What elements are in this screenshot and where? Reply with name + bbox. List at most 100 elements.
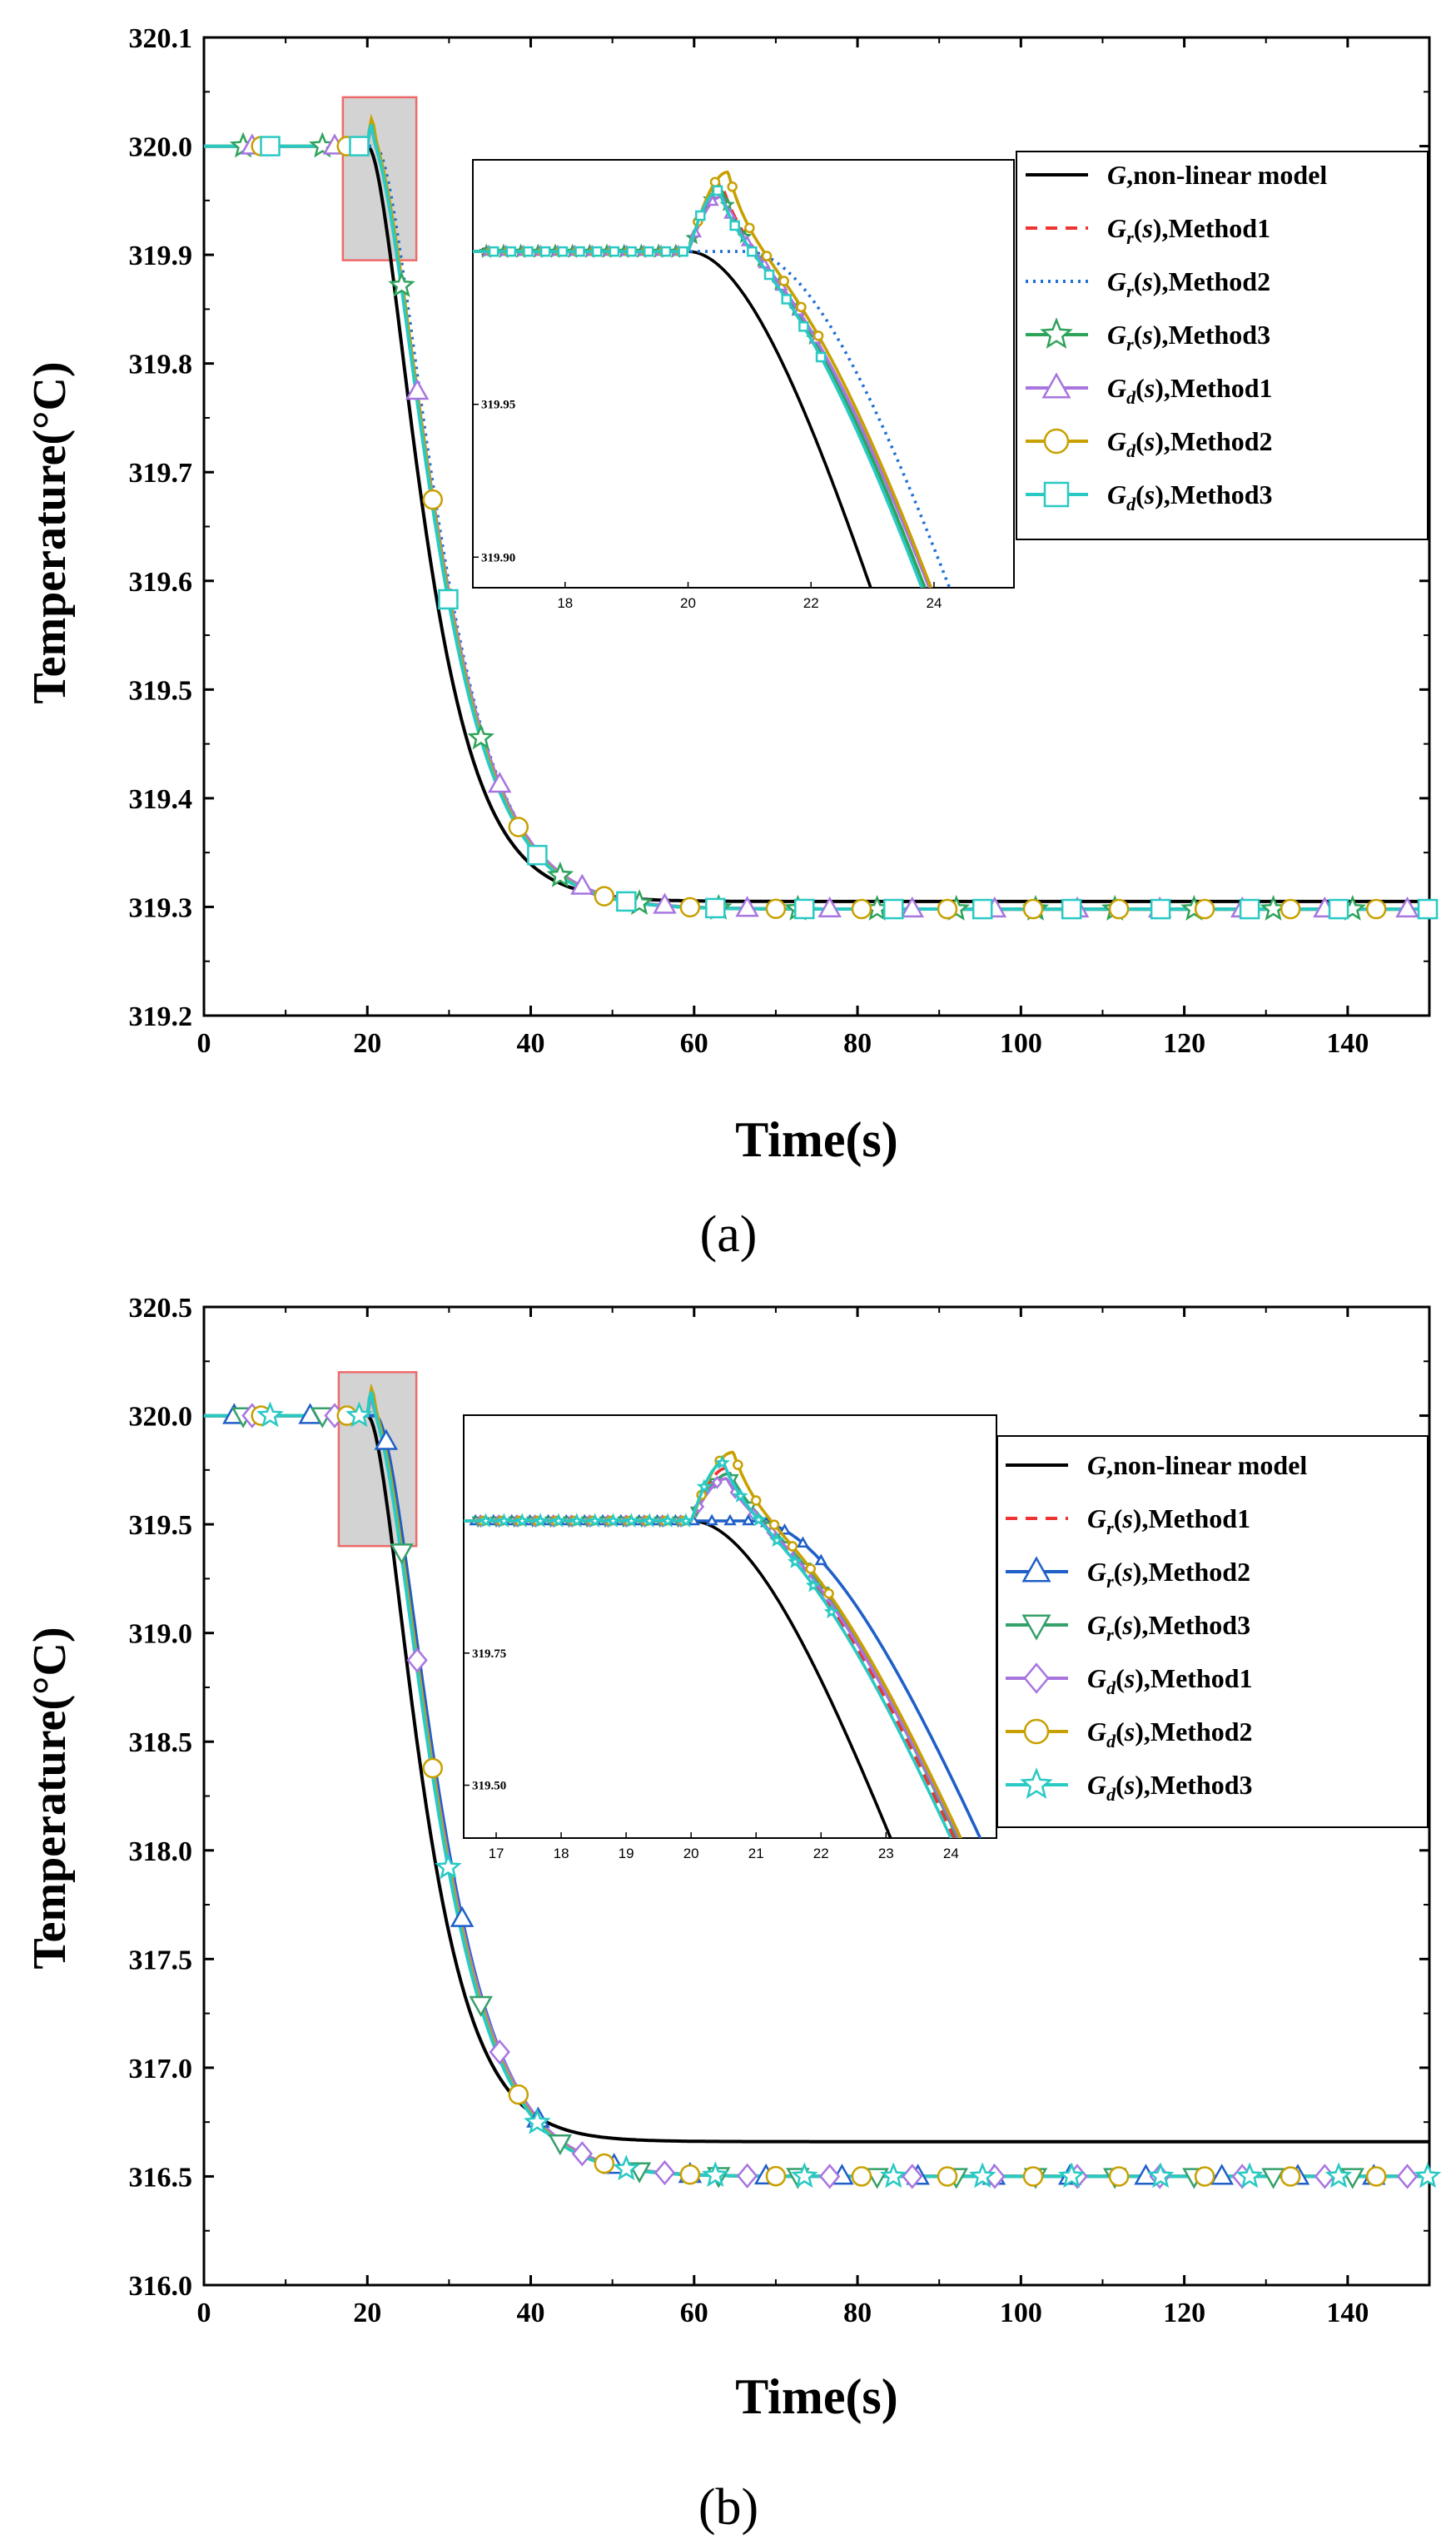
x-tick-label: 140 (1326, 2298, 1369, 2328)
series-marker-5 (653, 2159, 676, 2186)
inset-series-marker-7 (769, 1532, 785, 1548)
series-marker-6 (508, 817, 529, 837)
x-tick-label: 60 (680, 2298, 708, 2328)
legend: G,non-linear model Gr(s),Method1 Gr(s),Met… (1016, 151, 1429, 540)
legend-label-7: Gd(s),Method3 (1087, 1770, 1253, 1805)
inset-series-marker-7 (574, 246, 585, 257)
legend-label-1: G,non-linear model (1107, 160, 1327, 190)
inset-x-tick-label: 20 (683, 1846, 699, 1861)
y-axis-label: Temperature(°C) (24, 361, 76, 703)
y-tick-label: 320.5 (129, 1293, 193, 1324)
series-marker-7 (1146, 2162, 1175, 2189)
series-marker-5 (405, 379, 430, 400)
x-tick-label: 40 (517, 1028, 545, 1059)
inset-series-marker-7 (781, 294, 792, 305)
y-tick-label: 319.6 (129, 567, 193, 598)
series-marker-6 (1194, 2166, 1215, 2187)
series-marker-5 (736, 2163, 758, 2189)
inset-series-marker-5 (706, 194, 719, 206)
inset-series-marker-7 (763, 269, 775, 281)
legend: G,non-linear model Gr(s),Method1 Gr(s),Met… (996, 1435, 1429, 1828)
y-tick-label: 320.1 (129, 23, 193, 54)
inset-series-marker-5 (711, 1475, 723, 1489)
series-marker-6 (937, 898, 958, 920)
inset-series-marker-7 (751, 1512, 767, 1527)
panel-b-chart: 316.0 316.5 317.0 317.5 318.0 318.5 319.0 319.5… (24, 1293, 1442, 2536)
series-marker-5 (817, 896, 842, 918)
series-marker-6 (594, 2153, 615, 2174)
series-marker-5 (900, 896, 925, 918)
inset-series-marker-7 (823, 1603, 839, 1619)
y-tick-label: 317.0 (129, 2054, 193, 2084)
inset-x-tick-label: 24 (943, 1846, 959, 1861)
y-tick-label: 318.5 (129, 1727, 193, 1758)
series-marker-5 (571, 2141, 593, 2167)
series-marker-4 (1261, 2168, 1285, 2189)
legend-frame (996, 1435, 1429, 1828)
series-marker-7 (1235, 2162, 1264, 2189)
legend-label-3: Gr(s),Method2 (1107, 266, 1270, 301)
series-line-1 (204, 1414, 1429, 2144)
legend-label-5: Gd(s),Method1 (1087, 1663, 1253, 1698)
inset-series-marker-7 (569, 1513, 584, 1528)
series-marker-6 (679, 2164, 701, 2185)
series-marker-6 (422, 489, 444, 510)
series-marker-7 (968, 2162, 996, 2189)
inset-series-marker-3 (796, 1536, 810, 1548)
series-line-7 (204, 123, 1429, 912)
y-tick-label: 320.0 (129, 1402, 193, 1433)
series-marker-5 (819, 2164, 841, 2189)
inset-series-marker-6 (761, 251, 773, 261)
inset-series-marker-7 (488, 246, 499, 257)
series-marker-7 (791, 2162, 818, 2189)
inset-series-marker-7 (678, 246, 688, 257)
inset-series-marker-3 (778, 1523, 792, 1535)
series-marker-7 (435, 1853, 462, 1880)
inset-series-marker-7 (747, 246, 758, 257)
legend-label-7: Gd(s),Method3 (1107, 479, 1273, 514)
inset-series-marker-7 (815, 351, 827, 363)
inset-series-marker-6 (750, 1495, 762, 1506)
series-marker-7 (524, 2108, 551, 2134)
inset-series-marker-7 (605, 1513, 621, 1528)
x-tick-label: 20 (353, 2298, 381, 2328)
legend-marker-5 (1023, 1662, 1050, 1694)
y-tick-label: 316.5 (129, 2162, 193, 2193)
inset-x-tick-label: 18 (554, 1846, 569, 1861)
y-tick-label: 319.9 (129, 241, 193, 271)
y-tick-label: 319.2 (129, 1001, 193, 1032)
series-marker-7 (880, 2162, 907, 2189)
series-marker-7 (1239, 898, 1260, 920)
y-tick-label: 319.7 (129, 458, 193, 489)
x-axis-label: Time(s) (735, 1112, 898, 1167)
legend-marker-7 (1043, 481, 1070, 508)
series-marker-7 (613, 2154, 640, 2181)
series-marker-6 (508, 2084, 529, 2105)
legend-frame (1016, 151, 1429, 540)
x-tick-label: 80 (843, 2298, 872, 2328)
x-tick-label: 60 (680, 1028, 708, 1059)
series-marker-7 (1324, 2162, 1353, 2189)
y-tick-label: 319.5 (129, 1510, 193, 1541)
series-marker-7 (701, 2161, 729, 2188)
inset-series-marker-7 (478, 1513, 494, 1528)
inset-x-tick-label: 18 (557, 595, 573, 611)
x-tick-label: 100 (1000, 1028, 1042, 1059)
series-marker-7 (256, 1401, 284, 1428)
series-marker-5 (570, 873, 594, 895)
inset-series-marker-7 (642, 1513, 658, 1528)
inset-series-marker-7 (539, 246, 551, 257)
inset-series-marker-3 (814, 1553, 827, 1566)
inset-y-tick-label: 319.95 (481, 399, 515, 412)
series-marker-5 (1395, 896, 1419, 918)
x-tick-label: 0 (197, 1028, 211, 1059)
inset-series-marker-7 (532, 1513, 549, 1528)
inset-series-line-7 (464, 1461, 953, 1838)
inset-y-tick-label: 319.50 (472, 1780, 506, 1793)
series-marker-7 (971, 898, 993, 920)
y-tick-label: 317.5 (129, 1945, 193, 1975)
inset-series-marker-7 (505, 246, 517, 257)
inset-series-marker-6 (744, 222, 755, 234)
series-marker-6 (422, 1757, 444, 1779)
